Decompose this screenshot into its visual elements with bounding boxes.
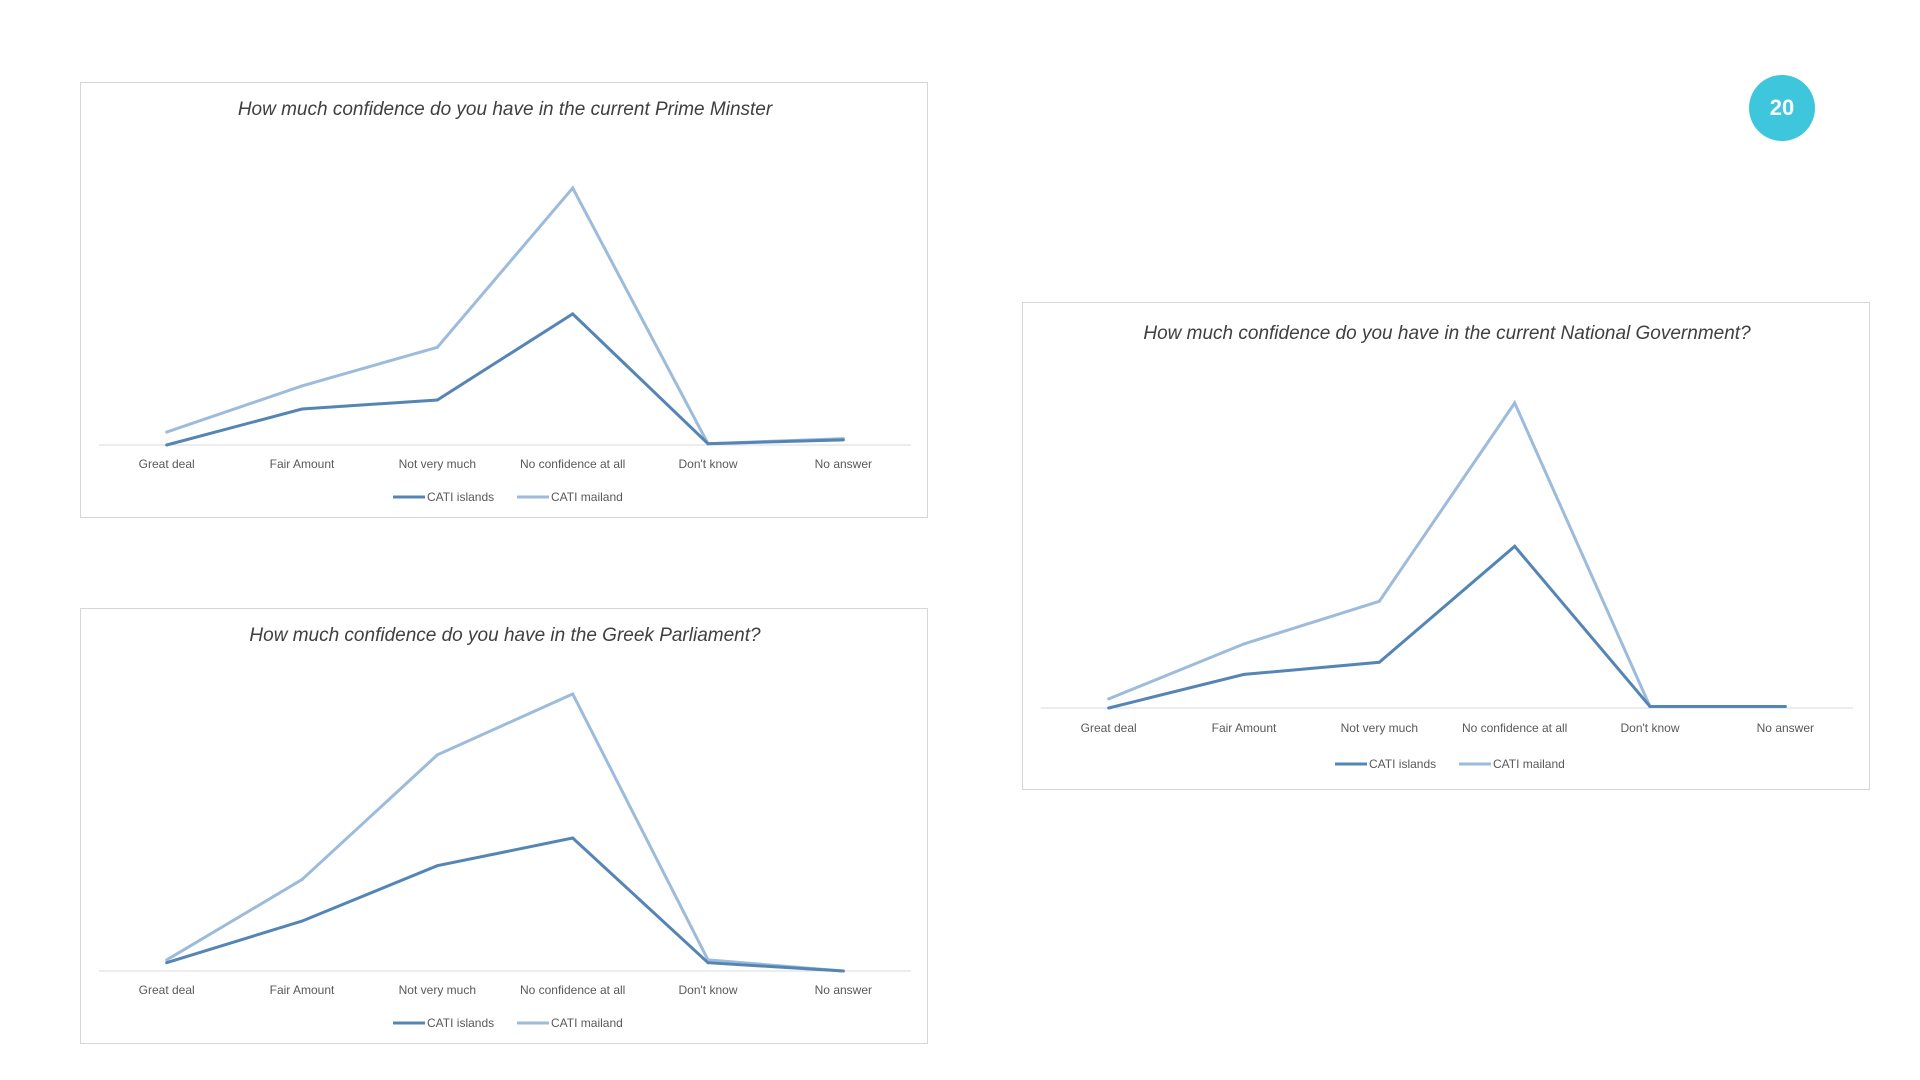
legend-label: CATI islands	[427, 1016, 494, 1030]
x-tick-label: Great deal	[139, 457, 195, 471]
data-point	[435, 864, 439, 868]
data-point	[706, 442, 710, 446]
series-line-islands	[1108, 544, 1786, 710]
page-number-badge: 20	[1749, 75, 1815, 141]
data-point	[1107, 697, 1111, 701]
x-tick-label: Not very much	[399, 457, 476, 471]
x-tick-label: Not very much	[1341, 721, 1418, 735]
legend-label: CATI mailand	[551, 1016, 623, 1030]
data-point	[571, 836, 575, 840]
data-point	[165, 443, 169, 447]
data-point	[1513, 544, 1517, 548]
x-tick-label: Don't know	[679, 983, 738, 997]
chart-prime-minister: How much confidence do you have in the c…	[80, 82, 928, 518]
x-tick-label: Fair Amount	[270, 457, 335, 471]
data-point	[1107, 706, 1111, 710]
x-tick-label: No answer	[815, 457, 872, 471]
series-line-mainland	[1108, 399, 1786, 708]
data-point	[300, 407, 304, 411]
data-point	[841, 438, 845, 442]
data-point	[1513, 401, 1517, 405]
x-tick-label: Fair Amount	[270, 983, 335, 997]
data-point	[435, 398, 439, 402]
chart-svg: How much confidence do you have in the G…	[99, 625, 911, 1030]
x-tick-label: Don't know	[679, 457, 738, 471]
data-point	[1377, 660, 1381, 664]
data-point	[1648, 704, 1652, 708]
series-line-islands	[166, 312, 844, 447]
series-line-islands	[166, 836, 844, 973]
legend-label: CATI mailand	[1493, 757, 1565, 771]
x-tick-label: No confidence at all	[1462, 721, 1567, 735]
data-point	[841, 969, 845, 973]
x-tick-label: Not very much	[399, 983, 476, 997]
legend-label: CATI mailand	[551, 490, 623, 504]
data-point	[165, 430, 169, 434]
data-point	[435, 345, 439, 349]
data-point	[165, 961, 169, 965]
data-point	[1242, 672, 1246, 676]
data-point	[165, 958, 169, 962]
series-line-mainland	[165, 692, 844, 973]
data-point	[1377, 599, 1381, 603]
chart-title: How much confidence do you have in the c…	[238, 99, 773, 120]
data-point	[571, 312, 575, 316]
chart-svg: How much confidence do you have in the c…	[99, 99, 911, 504]
legend-label: CATI islands	[1369, 757, 1436, 771]
chart-greek-parliament: How much confidence do you have in the G…	[80, 608, 928, 1044]
data-point	[571, 186, 575, 190]
x-tick-label: No confidence at all	[520, 457, 625, 471]
x-tick-label: No answer	[1757, 721, 1814, 735]
x-tick-label: Fair Amount	[1212, 721, 1277, 735]
data-point	[1783, 704, 1787, 708]
data-point	[571, 692, 575, 696]
x-tick-label: Great deal	[1081, 721, 1137, 735]
data-point	[300, 919, 304, 923]
data-point	[706, 961, 710, 965]
data-point	[300, 384, 304, 388]
data-point	[435, 753, 439, 757]
legend-label: CATI islands	[427, 490, 494, 504]
chart-svg: How much confidence do you have in the c…	[1041, 323, 1853, 771]
chart-national-government: How much confidence do you have in the c…	[1022, 302, 1870, 790]
x-tick-label: No confidence at all	[520, 983, 625, 997]
x-tick-label: Don't know	[1621, 721, 1680, 735]
x-tick-label: No answer	[815, 983, 872, 997]
series-line-mainland	[166, 185, 844, 446]
data-point	[1242, 642, 1246, 646]
x-tick-label: Great deal	[139, 983, 195, 997]
chart-title: How much confidence do you have in the G…	[249, 625, 761, 646]
data-point	[300, 878, 304, 882]
chart-title: How much confidence do you have in the c…	[1143, 323, 1751, 344]
